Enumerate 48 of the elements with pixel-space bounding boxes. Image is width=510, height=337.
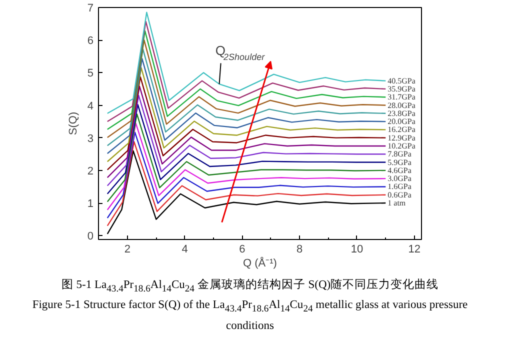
line-series [106,86,386,178]
line-series [106,39,386,138]
line-series [106,12,386,114]
y-tick-label: 7 [87,2,94,14]
y-axis-title: S(Q) [67,112,80,136]
series-label: 4.6GPa [388,166,412,175]
series-label: 35.9GPa [388,84,416,94]
series-label: 28.0GPa [388,100,416,110]
y-tick-label: 0 [87,230,94,243]
series-label: 20.0GPa [388,117,416,126]
series-label: 23.8GPa [388,108,416,118]
line-series [106,76,386,170]
x-tick-label: 4 [182,244,188,256]
x-tick-label: 6 [239,244,246,256]
line-series [106,132,386,219]
line-series [106,141,386,226]
series-label: 0.6GPa [388,190,412,200]
line-series [106,104,386,194]
line-series [106,113,386,202]
y-tick-label: 2 [87,165,94,178]
x-axis-title: Q (Å⁻¹) [243,256,277,270]
x-tick-label: 8 [296,244,303,256]
y-tick-label: 5 [87,68,94,80]
y-tick-label: 1 [87,198,94,210]
line-series [106,150,386,235]
x-tick-label: 2 [124,244,131,256]
series-label: 7.8GPa [388,150,412,159]
series-label: 1 atm [388,198,406,208]
line-series [106,30,386,130]
line-series [106,20,386,122]
series-label: 12.9GPa [388,133,416,142]
text: Figure 5-1 Structure factor S(Q) of the La$_{43.4}$Pr$_{18.6}$Al$_{14}$Cu$_{24}$ metallic glass at various pressure conditions [32,299,468,332]
series-label: 16.2GPa [388,125,416,134]
series-label: 10.2GPa [388,141,416,150]
y-tick-label: 3 [87,132,94,145]
series-label: 31.7GPa [388,92,416,102]
y-tick-label: 4 [87,100,94,112]
x-tick-label: 10 [350,244,364,256]
x-tick-label: 12 [408,244,420,256]
line-series [106,67,386,162]
series-label: 5.9GPa [388,158,412,167]
series-label: 40.5GPa [388,76,416,86]
y-tick-label: 6 [87,35,94,48]
series-label: 3.0GPa [388,174,412,184]
series-label: 1.6GPa [388,182,412,192]
text: 图 5-1 La$_{43.4}$Pr$_{18.6}$Al$_{14}$Cu$_{24}$ 金属玻璃的结构因子 S(Q)随不同压力变化曲线 [61,279,439,294]
line-series [106,94,386,186]
line-series [106,122,386,210]
